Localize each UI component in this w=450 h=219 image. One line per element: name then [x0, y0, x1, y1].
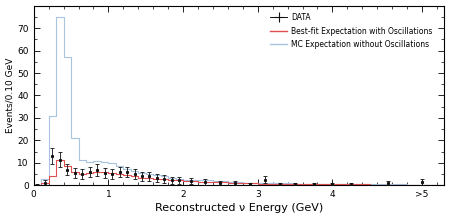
Legend: DATA, Best-fit Expectation with Oscillations, MC Expectation without Oscillation: DATA, Best-fit Expectation with Oscillat…: [270, 13, 432, 49]
X-axis label: Reconstructed ν Energy (GeV): Reconstructed ν Energy (GeV): [155, 203, 323, 214]
Y-axis label: Events/0.10 GeV: Events/0.10 GeV: [5, 58, 14, 133]
